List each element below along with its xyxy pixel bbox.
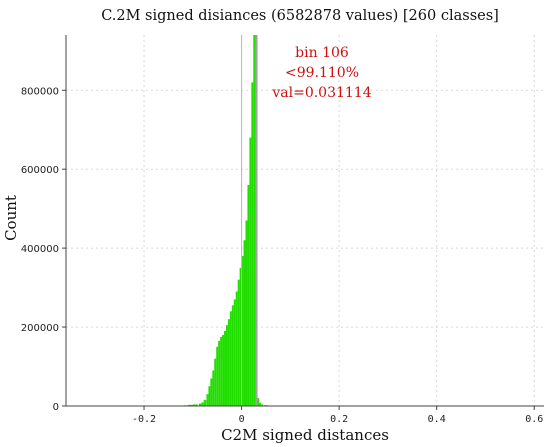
histogram-bar (225, 325, 228, 406)
y-tick-label: 800000 (21, 86, 59, 97)
histogram-bar (261, 404, 264, 406)
histogram-bar (187, 404, 193, 406)
annotation-line: bin 106 (295, 45, 349, 61)
chart-title: C.2M signed disiances (6582878 values) [… (101, 8, 499, 24)
histogram-bar (222, 334, 225, 406)
y-tick-label: 600000 (21, 165, 59, 176)
histogram-bar (201, 402, 204, 406)
x-axis-label: C2M signed distances (221, 426, 389, 444)
histogram-bar (192, 404, 198, 406)
histogram-bar (212, 370, 215, 406)
histogram-bar (220, 336, 223, 406)
y-axis-ticks: 0 200000 400000 600000 800000 (21, 86, 66, 413)
x-tick-label: -0.2 (132, 414, 156, 425)
histogram-bar (253, 35, 256, 406)
bin-annotation: bin 106 <99.110% val=0.031114 (271, 45, 371, 101)
x-tick-label: 0.2 (330, 414, 348, 425)
histogram-bar (231, 305, 234, 406)
x-tick-label: 0.4 (428, 414, 446, 425)
histogram-bar (241, 256, 244, 406)
x-tick-label: 0 (239, 414, 245, 425)
histogram-bar (218, 340, 221, 406)
histogram-bar (214, 358, 217, 406)
x-tick-label: 0.6 (525, 414, 543, 425)
y-axis-label: Count (2, 195, 20, 241)
histogram-bar (235, 291, 238, 406)
histogram-bar (216, 346, 219, 406)
annotation-line: val=0.031114 (271, 85, 371, 101)
histogram-bar (229, 311, 232, 406)
y-tick-label: 400000 (21, 244, 59, 255)
x-axis-ticks: -0.2 0 0.2 0.4 0.6 (132, 406, 543, 425)
histogram-bar (203, 400, 207, 406)
histogram-bar (257, 398, 260, 406)
y-tick-label: 0 (53, 402, 59, 413)
histogram-bar (233, 299, 236, 406)
histogram-bar (245, 220, 248, 406)
histogram-bar (206, 394, 209, 406)
marker-layer (241, 35, 258, 406)
histogram-bar (208, 386, 211, 406)
histogram-bar (249, 137, 252, 407)
histogram-bar (251, 82, 254, 407)
histogram-bar (198, 403, 202, 406)
histogram-bar (259, 402, 262, 406)
histogram-bar (227, 319, 230, 406)
y-tick-label: 200000 (21, 323, 59, 334)
histogram-bar (210, 378, 213, 406)
histogram-bar (237, 279, 240, 406)
annotation-line: <99.110% (285, 65, 359, 81)
histogram-bar (243, 240, 246, 406)
histogram-bar (224, 331, 226, 406)
histogram-bar (239, 267, 242, 406)
histogram-bar (247, 184, 250, 406)
